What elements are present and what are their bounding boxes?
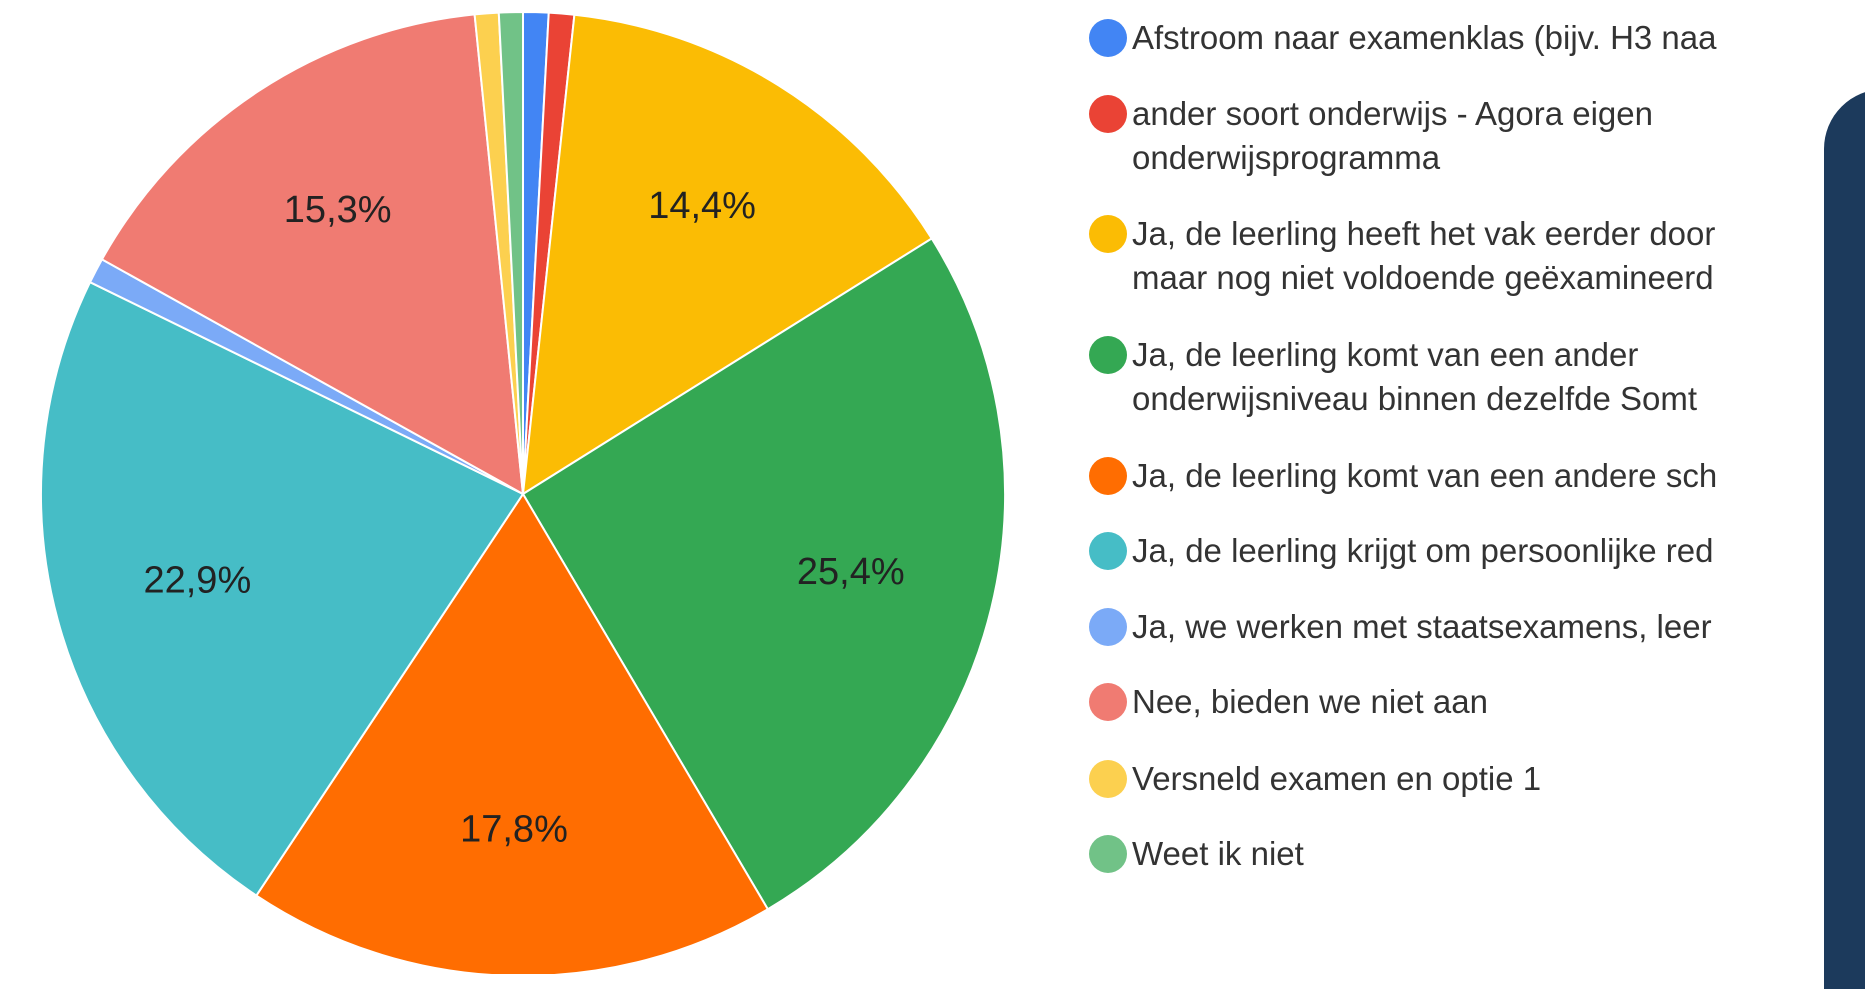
legend-swatch xyxy=(1089,215,1127,253)
pie-slice xyxy=(254,492,770,974)
legend-swatch xyxy=(1089,760,1127,798)
legend-swatch xyxy=(1089,532,1127,570)
legend: Afstroom naar examenklas (bijv. H3 naa an… xyxy=(1070,0,1810,974)
slice-label: 15,3% xyxy=(284,189,392,231)
pie-slice xyxy=(100,13,525,496)
slice-label: 25,4% xyxy=(797,551,905,593)
legend-swatch xyxy=(1089,608,1127,646)
legend-swatch xyxy=(1089,95,1127,133)
legend-label: Afstroom naar examenklas (bijv. H3 naa xyxy=(1132,19,1717,56)
legend-label: Nee, bieden we niet aan xyxy=(1132,683,1488,720)
legend-label: Ja, de leerling komt van een ander onder… xyxy=(1132,336,1698,417)
legend-swatch xyxy=(1089,835,1127,873)
pie-slice xyxy=(521,13,934,496)
legend-label: ander soort onderwijs - Agora eigen onde… xyxy=(1132,95,1653,176)
slice-label: 22,9% xyxy=(143,559,251,601)
legend-swatch xyxy=(1089,336,1127,374)
legend-label: Ja, we werken met staatsexamens, leer xyxy=(1132,608,1712,645)
legend-label: Versneld examen en optie 1 xyxy=(1132,760,1542,797)
legend-swatch xyxy=(1089,683,1127,721)
slice-label: 14,4% xyxy=(648,185,756,227)
legend-label: Ja, de leerling krijgt om persoonlijke r… xyxy=(1132,532,1714,569)
pie-slice xyxy=(521,237,1006,911)
legend-label: Ja, de leerling heeft het vak eerder doo… xyxy=(1132,215,1716,296)
side-panel xyxy=(1824,89,1865,989)
legend-label: Weet ik niet xyxy=(1132,835,1304,872)
legend-swatch xyxy=(1089,19,1127,57)
slice-label: 17,8% xyxy=(460,808,568,850)
pie-chart: 14,4% 25,4% 17,8% 22,9% 15,3% xyxy=(40,10,1006,974)
legend-swatch xyxy=(1089,457,1127,495)
legend-label: Ja, de leerling komt van een andere sch xyxy=(1132,457,1718,494)
pie-slice xyxy=(497,10,524,495)
